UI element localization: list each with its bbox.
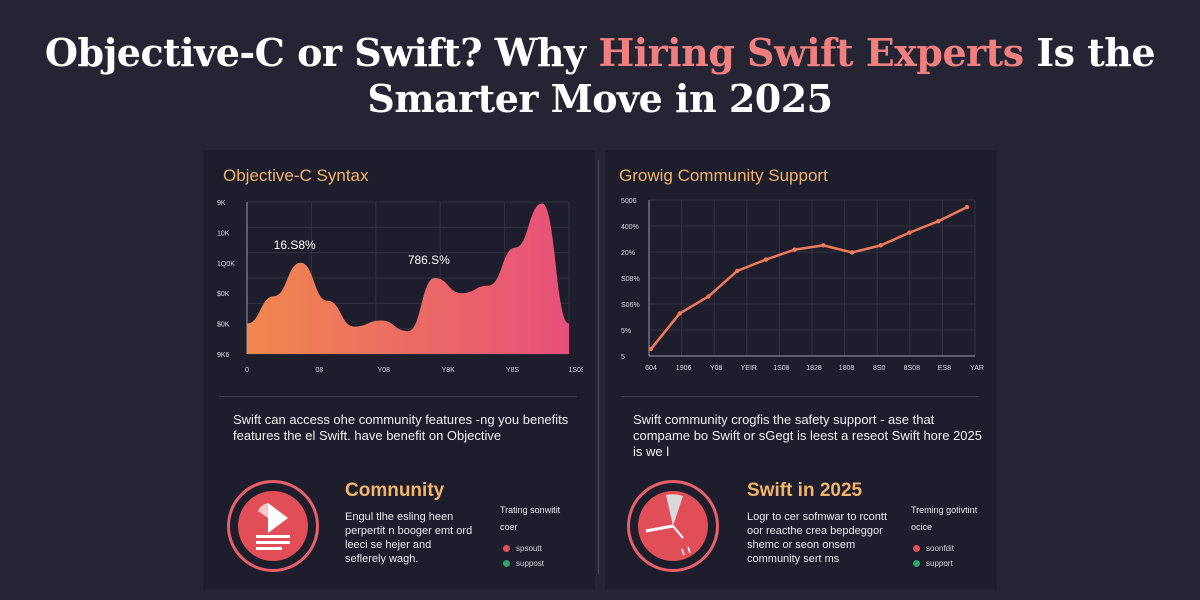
right-legend-label-1: soonfdit [926,544,955,553]
right-divider [621,396,979,397]
right-legend-item-1: soonfdit [913,544,954,553]
clock-badge-fill [638,491,708,561]
page-title: Objective-C or Swift? Why Hiring Swift E… [0,30,1200,122]
x-tick-label: 1808 [839,365,855,372]
x-tick-label: 08 [316,367,324,374]
x-tick-label: 1906 [676,365,692,372]
x-tick-label: 8S08 [904,365,920,372]
y-tick-label: 5006 [621,198,637,205]
document-chart-icon [256,503,290,550]
y-tick-label: $0K [217,322,230,329]
left-legend-label-1: spsoutt [516,544,542,553]
y-tick-label: S06% [621,302,640,309]
left-legend-label-2: suppost [516,559,545,568]
x-tick-label: 1S08 [773,365,789,372]
clock-badge [627,480,719,572]
right-description: Swift community crogfis the safety suppo… [633,412,983,459]
left-panel-title: Objective-C Syntax [223,166,369,185]
community-pie-badge [227,480,319,572]
title-highlight: Hiring Swift Experts [598,30,1024,75]
y-tick-label: 5 [621,354,625,361]
y-tick-label: 20% [621,250,635,257]
y-tick-label: 400% [621,224,639,231]
y-tick-label: 5% [621,328,631,335]
left-legend-item-2: suppost [503,559,544,568]
x-tick-label: YEIR [741,365,757,372]
green-dot-icon [503,560,510,568]
left-divider [219,396,577,397]
panel-divider [598,160,599,575]
right-section-text: Logr to cer sofmwar to rcontt oor reacth… [747,511,887,565]
right-section-title: Swift in 2025 [747,480,863,501]
line-point [821,243,826,248]
red-dot-icon [913,545,920,553]
red-dot-icon [503,545,510,553]
title-pre: Objective-C or Swift? Why [44,30,599,75]
x-tick-label: 1S0S [568,367,583,374]
line-point [677,311,682,316]
y-tick-label: 1Q0K [217,261,235,268]
left-section-title: Comnunity [345,480,445,501]
x-tick-label: 8S0 [873,365,886,372]
x-tick-label: Y8S [506,367,520,374]
y-tick-label: 10K [217,230,230,237]
line-point [936,219,941,224]
y-tick-label: 9K6 [217,352,230,359]
left-section-text: Engul tlhe esling heen perpertit n booge… [345,511,473,565]
line-point [964,204,970,210]
line-point [792,247,797,252]
data-label: 16.S8% [274,238,316,252]
x-tick-label: 0 [245,367,249,374]
community-line-series [650,205,968,350]
left-description: Swift can access ohe community features … [233,412,569,443]
right-legend-heading: Treming gotivtint ocice [911,505,978,532]
right-panel-title: Growig Community Support [619,166,828,185]
line-point [849,250,855,255]
right-legend-label-2: support [926,559,953,568]
x-tick-label: 604 [645,365,657,372]
line-point [763,257,769,262]
y-tick-label: S08% [621,276,640,283]
line-point [706,294,711,299]
left-legend-item-1: spsoutt [503,544,542,553]
x-tick-label: YAR [970,365,984,372]
objective-c-area-chart: 9K 10K 1Q0K $0K $0K 9K6 0 08 Y08 Y8K Y8S 1S0S 16.S8%… [217,200,583,374]
clock-icon [645,494,691,556]
data-label: 786.S% [408,253,450,267]
title-post: Is the Smarter Move in 2025 [367,30,1156,121]
swift-panel: Growig Community Support 5006 400% 20% S08%… [605,150,997,590]
y-tick-label: 9K [217,200,226,207]
line-point [907,230,912,235]
green-dot-icon [913,560,920,568]
x-tick-label: Y08 [378,367,391,374]
community-badge-fill [238,491,308,561]
x-tick-label: ES8 [938,365,951,372]
line-point [648,346,654,352]
line-point [734,268,740,274]
left-legend-heading: Trating sonwitit coer [500,505,561,532]
line-point [878,243,884,248]
community-line-chart: 5006 400% 20% S08% S06% 5% 5 604 1906 Y08 YEIR 1S08… [621,198,984,372]
y-tick-label: $0K [217,291,230,298]
right-legend-item-2: support [913,559,953,568]
area-series [247,203,569,354]
x-tick-label: Y8K [442,367,456,374]
x-tick-label: Y08 [710,365,723,372]
objective-c-panel: Objective-C Syntax 9K 10K 1Q0K $0K $0K 9K6 0 08… [203,150,595,590]
x-tick-label: 1828 [806,365,822,372]
